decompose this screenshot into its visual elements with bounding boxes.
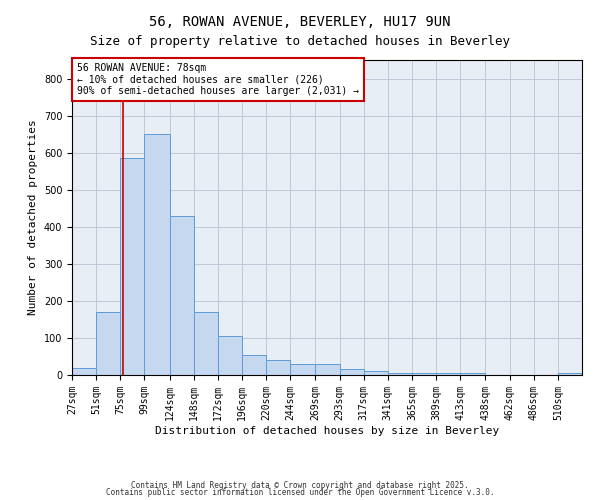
Bar xyxy=(266,360,290,375)
Bar xyxy=(340,370,364,375)
Bar xyxy=(242,354,266,375)
Bar xyxy=(120,158,145,375)
Bar xyxy=(145,134,170,375)
Bar xyxy=(72,368,96,375)
Bar xyxy=(436,373,460,375)
Bar xyxy=(388,373,412,375)
Bar xyxy=(218,336,242,375)
Text: Contains public sector information licensed under the Open Government Licence v.: Contains public sector information licen… xyxy=(106,488,494,497)
Bar xyxy=(170,216,194,375)
Y-axis label: Number of detached properties: Number of detached properties xyxy=(28,120,38,316)
Text: 56 ROWAN AVENUE: 78sqm
← 10% of detached houses are smaller (226)
90% of semi-de: 56 ROWAN AVENUE: 78sqm ← 10% of detached… xyxy=(77,63,359,96)
Bar xyxy=(194,312,218,375)
Bar xyxy=(412,373,436,375)
Bar xyxy=(290,364,316,375)
Bar xyxy=(316,364,340,375)
Bar xyxy=(96,312,120,375)
Text: Contains HM Land Registry data © Crown copyright and database right 2025.: Contains HM Land Registry data © Crown c… xyxy=(131,480,469,490)
Text: 56, ROWAN AVENUE, BEVERLEY, HU17 9UN: 56, ROWAN AVENUE, BEVERLEY, HU17 9UN xyxy=(149,15,451,29)
Bar xyxy=(558,373,582,375)
X-axis label: Distribution of detached houses by size in Beverley: Distribution of detached houses by size … xyxy=(155,426,499,436)
Text: Size of property relative to detached houses in Beverley: Size of property relative to detached ho… xyxy=(90,35,510,48)
Bar xyxy=(460,373,485,375)
Bar xyxy=(364,372,388,375)
